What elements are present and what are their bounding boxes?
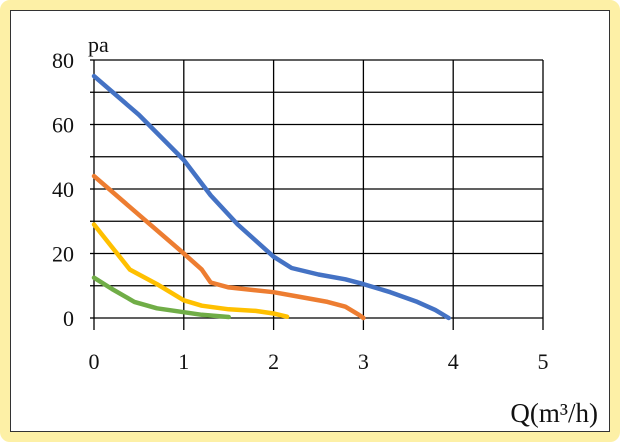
x-tick-label: 4 xyxy=(448,349,459,374)
x-tick-label: 5 xyxy=(538,349,549,374)
series-line-4 xyxy=(91,275,231,320)
y-tick-label: 20 xyxy=(52,242,74,267)
axes xyxy=(90,59,544,330)
x-unit-label: Q(m³/h) xyxy=(510,398,598,428)
grid xyxy=(93,59,544,319)
y-tick-label: 60 xyxy=(52,113,74,138)
x-tick-label: 0 xyxy=(89,349,100,374)
series-line-1 xyxy=(91,73,451,321)
series-line-2 xyxy=(91,173,366,321)
series-lines xyxy=(91,73,451,321)
y-tick-label: 0 xyxy=(63,306,74,331)
x-tick-label: 3 xyxy=(358,349,369,374)
x-tick-label: 1 xyxy=(178,349,189,374)
tick-labels: 0 1 2 3 4 5 0 20 40 60 80 xyxy=(52,48,549,374)
x-tick-label: 2 xyxy=(268,349,279,374)
series-line-3 xyxy=(91,222,290,319)
y-tick-label: 40 xyxy=(52,177,74,202)
y-tick-label: 80 xyxy=(52,48,74,73)
y-unit-label: pa xyxy=(88,32,109,57)
